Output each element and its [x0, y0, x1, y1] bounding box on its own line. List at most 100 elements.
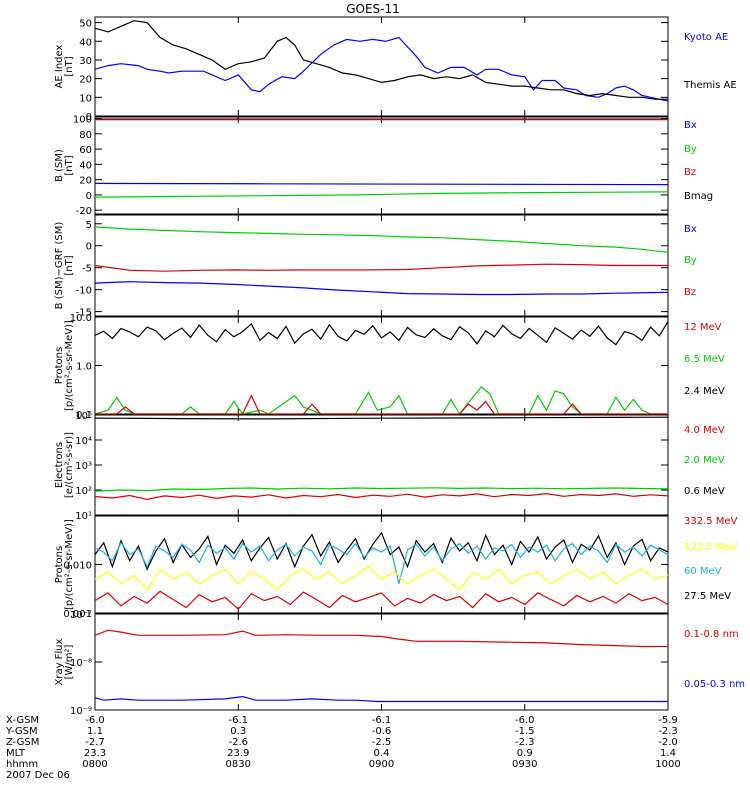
legend-entry-xray: 0.05-0.3 nm	[684, 679, 745, 690]
legend-entry-protons_hi: 122.5 MeV	[684, 542, 738, 553]
series-line-protons_hi-60-mev	[94, 541, 669, 584]
y-tick-label-ae: 30	[79, 56, 92, 67]
y-tick-label-bgrf: -5	[82, 264, 92, 275]
footer-value: 0.9	[517, 748, 533, 759]
y-tick-label-electrons: 10¹	[75, 511, 92, 522]
footer-row-label: MLT	[6, 748, 26, 759]
y-axis-label-protons_hi: [p/(cm²-s-sr-MeV)]	[64, 519, 75, 610]
y-tick-label-protons_lo: 0.1	[76, 410, 92, 421]
y-tick-label-xray: 10⁻⁸	[70, 658, 92, 669]
series-line-protons_lo-12-mev	[95, 394, 668, 415]
y-axis-label-bsm: B (SM)	[54, 149, 65, 182]
y-axis-label-bgrf: B (SM)−GRF (SM)	[54, 222, 65, 310]
series-line-ae-themis-ae	[94, 20, 668, 100]
legend-entry-ae: Kyoto AE	[684, 32, 728, 43]
legend-entry-bgrf: By	[684, 255, 697, 266]
footer-value: 0800	[82, 759, 107, 770]
legend-entry-bgrf: Bx	[684, 224, 697, 235]
panel-frame-electrons	[94, 414, 669, 516]
footer-value: -6.0	[85, 715, 105, 726]
legend-entry-protons_lo: 6.5 MeV	[684, 354, 725, 365]
y-tick-label-protons_lo: 1.0	[76, 362, 92, 373]
legend-entry-protons_hi: 60 MeV	[684, 566, 722, 577]
y-axis-label-electrons: [e/(cm²-s-sr)]	[64, 432, 75, 498]
panel-frame-bgrf	[94, 214, 669, 317]
footer-value: -5.9	[658, 715, 678, 726]
footer-value: -6.0	[515, 715, 535, 726]
footer-value: 23.3	[84, 748, 106, 759]
footer-value: -2.3	[515, 737, 535, 748]
y-tick-label-ae: 40	[79, 37, 92, 48]
y-tick-label-bgrf: -10	[76, 286, 92, 297]
series-line-electrons-2-0-mev	[94, 487, 669, 492]
legend-entry-bsm: By	[684, 144, 697, 155]
y-axis-label-bgrf: [nT]	[64, 255, 75, 275]
y-tick-label-electrons: 10²	[75, 486, 92, 497]
footer-value: 1.4	[660, 748, 676, 759]
y-tick-label-bsm: 100	[73, 115, 92, 126]
footer-value: -2.6	[228, 737, 248, 748]
plot-title: GOES-11	[346, 2, 400, 16]
series-line-electrons-0-6-mev	[94, 416, 669, 420]
legend-entry-electrons: 4.0 MeV	[684, 425, 725, 436]
legend-entry-bgrf: Bz	[684, 287, 696, 298]
series-line-xray-0-1-0-8-nm	[94, 629, 668, 648]
footer-value: 0.3	[230, 726, 246, 737]
legend-entry-xray: 0.1-0.8 nm	[684, 629, 739, 640]
y-tick-label-protons_hi: 0.010	[63, 561, 92, 572]
footer-value: 23.9	[227, 748, 249, 759]
footer-value: -6.1	[372, 715, 392, 726]
y-axis-label-ae: AE Index	[54, 44, 65, 88]
y-tick-label-ae: 10	[79, 93, 92, 104]
y-tick-label-electrons: 10³	[75, 461, 92, 472]
y-tick-label-ae: 20	[79, 75, 92, 86]
series-line-bsm-by	[94, 191, 669, 198]
footer-row-label: hhmm	[6, 759, 38, 770]
legend-entry-electrons: 2.0 MeV	[684, 455, 725, 466]
legend-entry-protons_hi: 332.5 MeV	[684, 516, 738, 527]
series-line-bgrf-bz	[94, 263, 668, 272]
footer-value: -6.1	[228, 715, 248, 726]
panel-frame-bsm	[94, 116, 669, 215]
y-axis-label-electrons: Electrons	[54, 442, 65, 488]
y-tick-label-xray: 10⁻⁷	[70, 610, 92, 621]
series-line-protons_hi-122-5-mev	[94, 565, 669, 591]
y-axis-label-bsm: [nT]	[64, 155, 75, 175]
y-tick-label-bgrf: 5	[86, 220, 92, 231]
legend-entry-bsm: Bx	[684, 120, 697, 131]
y-axis-label-ae: [nT]	[64, 56, 75, 76]
y-tick-label-protons_lo: 10.0	[70, 313, 92, 324]
footer-value: 1000	[655, 759, 680, 770]
footer-row-label: 2007 Dec 06	[6, 770, 70, 781]
y-tick-label-bsm: 60	[79, 145, 92, 156]
footer-value: -1.5	[515, 726, 535, 737]
y-tick-label-bsm: -20	[76, 206, 92, 217]
legend-entry-protons_lo: 12 MeV	[684, 322, 722, 333]
y-tick-label-ae: 0	[86, 112, 92, 123]
footer-row-label: X-GSM	[6, 715, 39, 726]
y-axis-label-protons_lo: [p/(cm²-s-sr-MeV)]	[64, 320, 75, 411]
footer-value: -2.0	[658, 737, 678, 748]
series-line-bgrf-bx	[94, 281, 669, 296]
legend-entry-protons_lo: 2.4 MeV	[684, 386, 725, 397]
y-tick-label-bsm: 0	[86, 191, 92, 202]
series-line-protons_lo-2-4-mev	[94, 321, 669, 346]
legend-entry-protons_hi: 27.5 MeV	[684, 591, 731, 602]
panel-frame-protons_lo	[94, 316, 669, 415]
series-line-electrons-4-0-mev	[94, 492, 669, 501]
footer-value: 0900	[369, 759, 394, 770]
y-tick-label-xray: 10⁻⁹	[70, 706, 92, 717]
footer-value: -2.5	[372, 737, 392, 748]
y-tick-label-ae: 50	[79, 19, 92, 30]
footer-value: -0.6	[372, 726, 392, 737]
footer-row-label: Z-GSM	[6, 737, 39, 748]
y-tick-label-bgrf: -15	[76, 308, 92, 319]
legend-entry-bsm: Bz	[684, 167, 696, 178]
y-tick-label-bsm: 20	[79, 176, 92, 187]
legend-entry-ae: Themis AE	[683, 80, 737, 91]
footer-value: 0930	[512, 759, 537, 770]
series-line-protons_hi-27-5-mev	[94, 531, 669, 571]
y-axis-label-protons_lo: Protons	[54, 347, 65, 384]
legend-entry-electrons: 0.6 MeV	[684, 486, 725, 497]
